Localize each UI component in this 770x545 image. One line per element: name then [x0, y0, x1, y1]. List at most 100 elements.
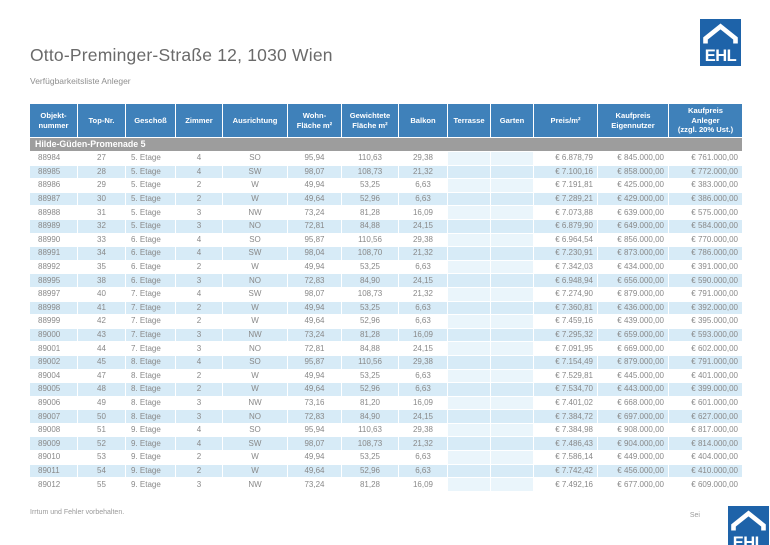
cell-wohnflaeche: 49,94 [304, 452, 325, 462]
cell-objektnummer: 88986 [38, 180, 61, 190]
cell-kaufpreis-anleger: € 386.000,00 [691, 194, 738, 204]
cell-kaufpreis-anleger: € 814.000,00 [691, 438, 738, 448]
cell-objektnummer: 89005 [38, 384, 61, 394]
cell-preis-m2: € 7.492,16 [555, 479, 593, 489]
cell-gewichtete-flaeche: 53,25 [359, 370, 381, 380]
cell-kaufpreis-anleger: € 593.000,00 [691, 330, 738, 340]
cell-balkon: 24,15 [412, 221, 434, 231]
cell-objektnummer: 88998 [38, 302, 61, 312]
cell-balkon: 16,09 [412, 207, 434, 217]
cell-objektnummer: 88988 [38, 207, 61, 217]
cell-gewichtete-flaeche: 81,28 [359, 207, 381, 217]
cell-garten [491, 287, 533, 301]
cell-zimmer: 3 [196, 343, 202, 353]
cell-top-nr: 31 [97, 207, 106, 217]
cell-garten [491, 302, 533, 315]
cell-geschoss: 9. Etage [131, 465, 161, 475]
cell-geschoss: 7. Etage [131, 302, 161, 312]
cell-kaufpreis-eigennutzer: € 656.000,00 [617, 275, 664, 285]
cell-kaufpreis-anleger: € 772.000,00 [691, 166, 738, 176]
cell-wohnflaeche: 73,16 [304, 397, 325, 407]
cell-balkon: 16,09 [412, 330, 434, 340]
cell-wohnflaeche: 49,94 [304, 370, 325, 380]
cell-zimmer: 4 [196, 166, 202, 176]
cell-gewichtete-flaeche: 84,88 [359, 221, 381, 231]
cell-preis-m2: € 6.948,94 [555, 275, 593, 285]
cell-top-nr: 33 [97, 234, 106, 244]
table-row: 88999 42 7. Etage 2 W 49,64 52,96 6,63 € 7.459,1… [30, 315, 742, 328]
cell-garten [491, 369, 533, 383]
cell-objektnummer: 89002 [38, 357, 61, 367]
cell-ausrichtung: NO [249, 221, 261, 231]
cell-gewichtete-flaeche: 84,90 [359, 411, 381, 421]
cell-kaufpreis-eigennutzer: € 904.000,00 [617, 438, 664, 448]
cell-top-nr: 40 [97, 289, 106, 299]
cell-preis-m2: € 7.486,43 [555, 438, 593, 448]
cell-zimmer: 4 [196, 248, 202, 258]
table-row: 88991 34 6. Etage 4 SW 98,04 108,70 21,32 € 7.23… [30, 247, 742, 260]
cell-balkon: 24,15 [412, 275, 434, 285]
table-row: 89012 55 9. Etage 3 NW 73,24 81,28 16,09 € 7.492… [30, 478, 742, 491]
column-header-geschoss: Geschoß [126, 104, 175, 137]
cell-geschoss: 6. Etage [131, 275, 161, 285]
cell-kaufpreis-eigennutzer: € 668.000,00 [617, 397, 664, 407]
cell-top-nr: 30 [97, 194, 106, 204]
cell-gewichtete-flaeche: 53,25 [359, 262, 381, 272]
cell-balkon: 29,38 [412, 234, 434, 244]
cell-gewichtete-flaeche: 108,73 [357, 289, 383, 299]
cell-garten [491, 179, 533, 192]
cell-zimmer: 3 [196, 221, 202, 231]
cell-preis-m2: € 7.534,70 [555, 384, 593, 394]
cell-ausrichtung: W [251, 194, 259, 204]
cell-gewichtete-flaeche: 81,28 [359, 479, 381, 489]
cell-kaufpreis-eigennutzer: € 677.000,00 [617, 479, 664, 489]
cell-terrasse [448, 478, 490, 491]
cell-geschoss: 6. Etage [131, 234, 161, 244]
house-roof-icon [731, 510, 766, 531]
cell-garten [491, 451, 533, 464]
cell-gewichtete-flaeche: 53,25 [359, 302, 381, 312]
cell-preis-m2: € 7.384,98 [555, 425, 593, 435]
cell-terrasse [448, 152, 490, 165]
cell-ausrichtung: W [251, 370, 259, 380]
cell-terrasse [448, 206, 490, 219]
cell-geschoss: 5. Etage [131, 180, 161, 190]
cell-top-nr: 41 [97, 302, 106, 312]
cell-objektnummer: 89001 [38, 343, 61, 353]
cell-objektnummer: 88991 [38, 248, 61, 258]
table-row: 89008 51 9. Etage 4 SO 95,94 110,63 29,38 € 7.38… [30, 423, 742, 437]
cell-garten [491, 423, 533, 437]
cell-terrasse [448, 233, 490, 247]
cell-wohnflaeche: 72,81 [304, 343, 325, 353]
cell-balkon: 21,32 [412, 438, 434, 448]
cell-objektnummer: 89007 [38, 411, 61, 421]
cell-preis-m2: € 7.295,32 [555, 330, 593, 340]
table-row: 89011 54 9. Etage 2 W 49,64 52,96 6,63 € 7.742,4… [30, 464, 742, 478]
cell-preis-m2: € 7.342,03 [555, 262, 593, 272]
cell-garten [491, 410, 533, 423]
cell-geschoss: 5. Etage [131, 194, 161, 204]
cell-terrasse [448, 423, 490, 437]
cell-wohnflaeche: 49,94 [304, 262, 325, 272]
cell-objektnummer: 89006 [38, 397, 61, 407]
cell-preis-m2: € 7.230,91 [555, 248, 593, 258]
table-header-row: Objekt-nummer Top-Nr. Geschoß Zimmer Ausrich… [30, 104, 742, 137]
cell-zimmer: 3 [196, 411, 202, 421]
table-row: 88985 28 5. Etage 4 SW 98,07 108,73 21,32 € 7.10… [30, 165, 742, 179]
cell-balkon: 16,09 [412, 479, 434, 489]
column-header-ausrichtung: Ausrichtung [223, 104, 287, 137]
cell-ausrichtung: NO [249, 411, 261, 421]
cell-terrasse [448, 287, 490, 301]
cell-gewichtete-flaeche: 108,73 [357, 438, 383, 448]
cell-objektnummer: 88995 [38, 275, 61, 285]
cell-preis-m2: € 6.879,90 [555, 221, 593, 231]
cell-balkon: 6,63 [415, 452, 431, 462]
cell-top-nr: 45 [97, 357, 106, 367]
table-row: 88990 33 6. Etage 4 SO 95,87 110,56 29,38 € 6.96… [30, 233, 742, 247]
cell-zimmer: 3 [196, 275, 202, 285]
cell-preis-m2: € 7.459,16 [555, 316, 593, 326]
cell-kaufpreis-eigennutzer: € 879.000,00 [617, 357, 664, 367]
cell-kaufpreis-anleger: € 395.000,00 [691, 316, 738, 326]
cell-garten [491, 220, 533, 233]
ehl-logo-text: EHL [733, 534, 765, 545]
